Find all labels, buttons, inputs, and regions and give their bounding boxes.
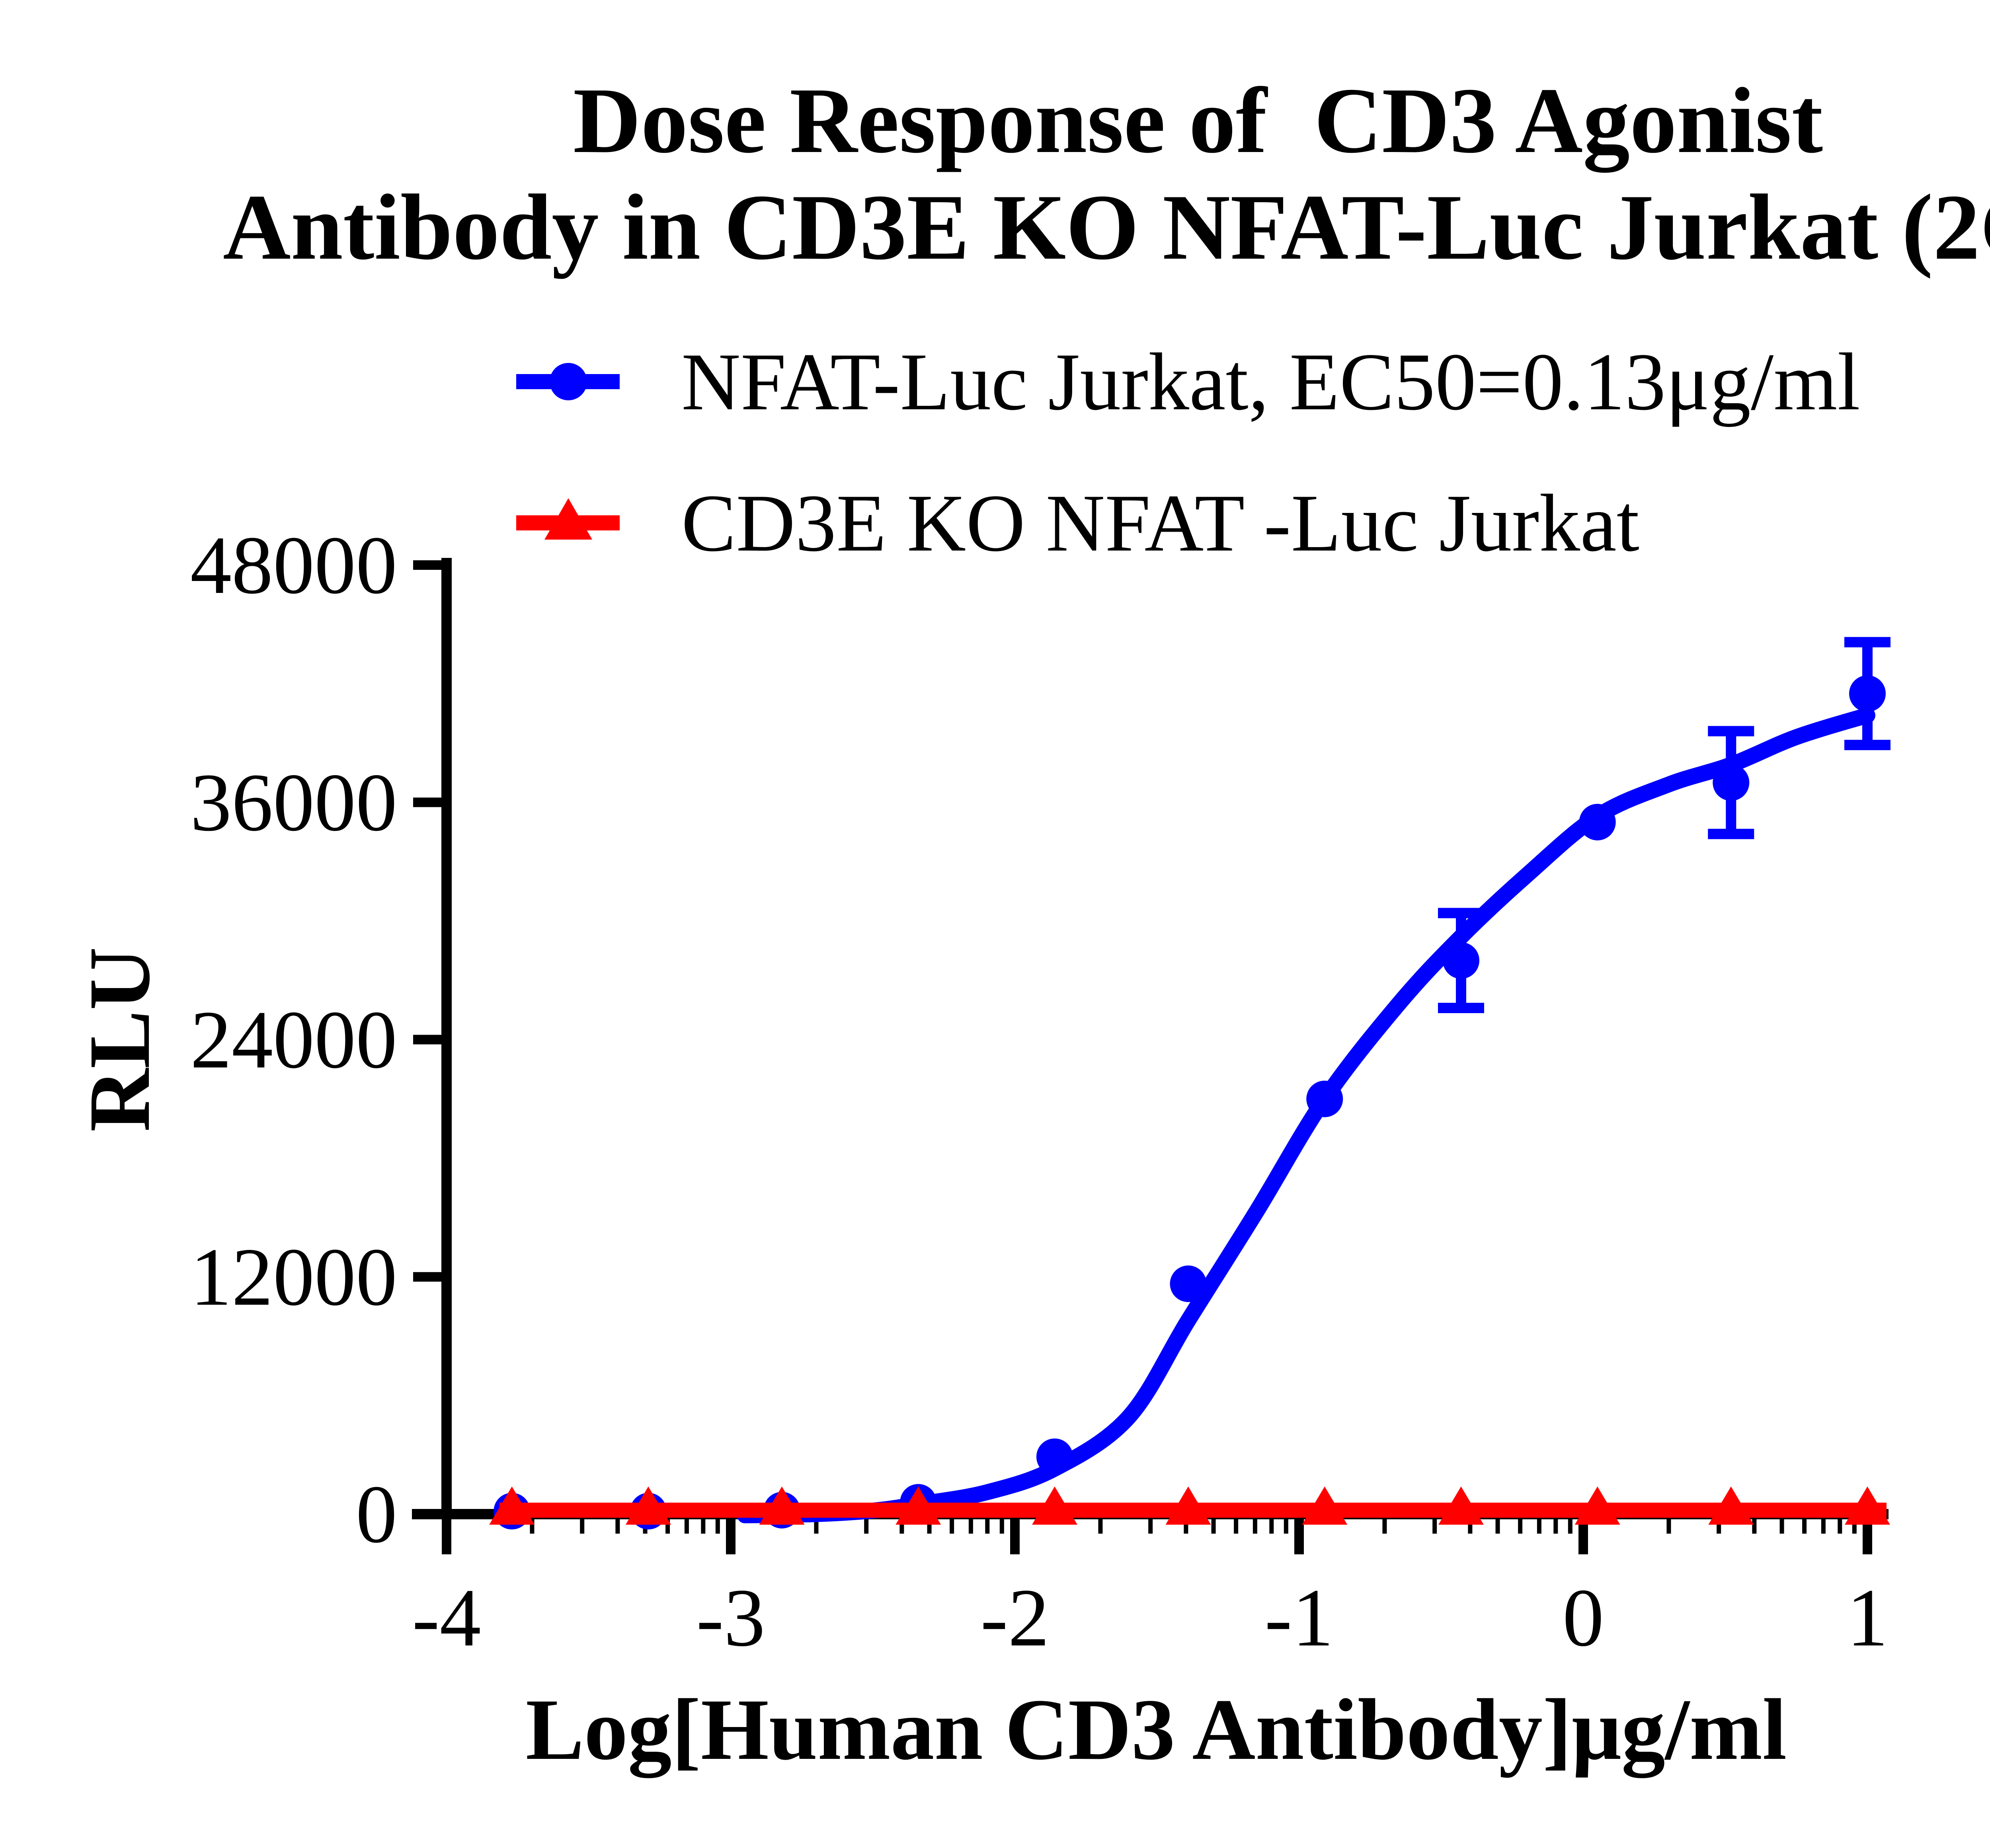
plot-area: 0 12000 24000 36000 48000 -4 -3 -2 -1 0 1 — [190, 519, 1890, 1663]
series-nfat-luc-jurkat — [494, 637, 1890, 1530]
y-axis-title: RLU — [71, 947, 168, 1132]
legend-markers — [516, 363, 620, 540]
y-tick-label: 48000 — [190, 519, 397, 611]
legend-label-nfat-luc-jurkat: NFAT-Luc Jurkat, EC50=0.13μg/ml — [681, 336, 1860, 427]
data-point-triangle — [1708, 1486, 1754, 1525]
x-tick-label: -4 — [412, 1572, 481, 1663]
data-point-circle — [1849, 675, 1886, 712]
legend-label-cd3e-ko: CD3E KO NFAT -Luc Jurkat — [681, 478, 1639, 569]
data-point-circle — [1306, 1080, 1343, 1117]
data-point-triangle — [1032, 1486, 1077, 1525]
legend-circle-icon — [550, 363, 587, 400]
y-tick-label: 36000 — [190, 756, 397, 848]
sigmoid-fit-curve — [737, 707, 1875, 1523]
data-point-triangle — [1302, 1486, 1348, 1525]
x-tick-label: -1 — [1264, 1572, 1333, 1663]
y-tick-label: 12000 — [190, 1231, 397, 1323]
data-point-triangle — [1845, 1486, 1890, 1525]
x-tick-label: -2 — [980, 1572, 1049, 1663]
series-cd3e-ko — [489, 1486, 1890, 1525]
axes: 0 12000 24000 36000 48000 -4 -3 -2 -1 0 1 — [190, 519, 1889, 1663]
data-point-triangle — [1165, 1486, 1211, 1525]
data-point-triangle — [1438, 1486, 1484, 1525]
legend-triangle-icon — [544, 498, 592, 540]
y-tick-label: 0 — [356, 1468, 397, 1560]
x-axis-title: Log[Human CD3 Antibody]μg/ml — [526, 1681, 1787, 1778]
data-point-circle — [1713, 764, 1750, 801]
data-point-triangle — [759, 1486, 805, 1525]
data-point-triangle — [896, 1486, 941, 1525]
x-tick-label: -3 — [696, 1572, 765, 1663]
chart-title-line1: Dose Response of CD3 Agonist — [573, 69, 1823, 173]
data-point-circle — [1442, 942, 1479, 979]
chart-title: Dose Response of CD3 Agonist Antibody in… — [223, 69, 1990, 279]
data-point-circle — [1579, 803, 1616, 840]
data-point-triangle — [489, 1486, 535, 1525]
data-point-circle — [1170, 1265, 1207, 1302]
legend: NFAT-Luc Jurkat, EC50=0.13μg/ml CD3E KO … — [516, 336, 1860, 569]
x-tick-label: 1 — [1847, 1572, 1888, 1663]
data-point-triangle — [625, 1486, 671, 1525]
y-tick-label: 24000 — [190, 994, 397, 1086]
data-point-circle — [1036, 1438, 1073, 1475]
data-point-triangle — [1574, 1486, 1620, 1525]
chart-title-line2: Antibody in CD3E KO NFAT-Luc Jurkat (2C2… — [223, 175, 1990, 279]
x-tick-label: 0 — [1563, 1572, 1604, 1663]
